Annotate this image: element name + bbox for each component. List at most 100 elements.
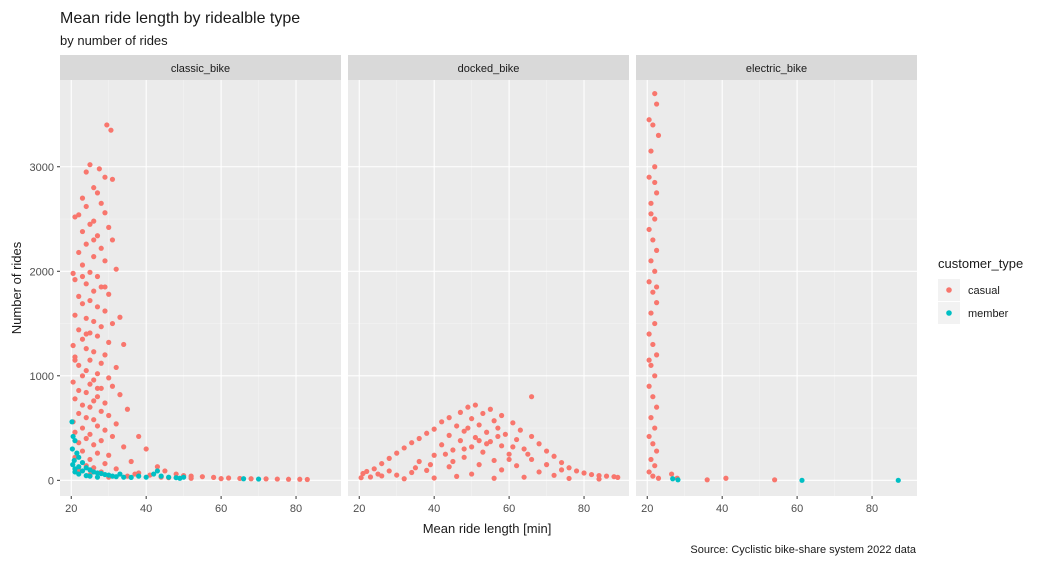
data-point-casual [439, 442, 445, 448]
data-point-casual [650, 237, 656, 243]
data-point-casual [386, 468, 392, 474]
data-point-casual [91, 254, 97, 260]
data-point-casual [218, 476, 224, 482]
data-point-casual [454, 473, 460, 479]
data-point-member [895, 477, 901, 483]
data-point-casual [465, 425, 471, 431]
data-point-casual [94, 190, 101, 196]
data-point-casual [109, 320, 116, 327]
data-point-casual [654, 190, 660, 196]
data-point-casual [226, 475, 232, 481]
data-point-casual [401, 476, 407, 482]
chart-subtitle: by number of rides [60, 33, 168, 48]
data-point-casual [72, 429, 78, 435]
data-point-casual [79, 228, 86, 235]
data-point-member [121, 474, 127, 480]
data-point-casual [581, 470, 587, 476]
x-tick-label: 20 [641, 503, 653, 515]
data-point-casual [91, 288, 97, 294]
data-point-casual [367, 474, 374, 480]
data-point-casual [72, 357, 78, 363]
data-point-casual [495, 433, 501, 440]
y-axis-label: Number of rides [9, 241, 24, 334]
data-point-member [143, 474, 149, 480]
facet-strip [636, 55, 917, 80]
data-point-casual [106, 339, 112, 345]
data-point-casual [285, 476, 292, 482]
data-point-casual [514, 436, 520, 443]
data-point-casual [237, 475, 243, 482]
data-point-casual [83, 203, 89, 210]
data-point-casual [143, 446, 149, 452]
data-point-casual [91, 237, 97, 243]
data-point-casual [79, 336, 86, 342]
data-point-casual [72, 396, 78, 402]
data-point-casual [91, 185, 97, 191]
data-point-member [79, 459, 86, 466]
data-point-casual [113, 466, 119, 472]
data-point-casual [87, 221, 93, 227]
data-point-casual [573, 468, 580, 474]
data-point-member [166, 474, 172, 480]
data-point-casual [476, 438, 482, 444]
data-point-casual [652, 179, 658, 186]
data-point-casual [648, 310, 654, 316]
data-point-casual [83, 169, 89, 175]
data-point-member [799, 477, 805, 483]
data-point-casual [427, 462, 434, 468]
data-point-casual [558, 459, 565, 466]
data-point-casual [79, 373, 86, 379]
data-point-casual [102, 427, 108, 433]
data-point-member [240, 476, 247, 482]
data-point-casual [96, 166, 102, 172]
data-point-casual [98, 284, 104, 290]
data-point-casual [83, 241, 89, 247]
data-point-casual [461, 428, 467, 434]
y-tick-label: 0 [48, 475, 54, 487]
data-point-casual [650, 122, 656, 128]
data-point-casual [654, 247, 660, 253]
data-point-casual [450, 458, 456, 465]
data-point-casual [499, 443, 505, 449]
data-point-casual [646, 279, 652, 285]
data-point-casual [386, 455, 392, 461]
data-point-casual [446, 432, 452, 438]
data-point-casual [297, 476, 303, 482]
panel-background [348, 80, 629, 496]
data-point-casual [431, 475, 437, 481]
data-point-member [69, 419, 75, 425]
data-point-casual [772, 477, 778, 483]
data-point-casual [72, 214, 78, 220]
legend-marker-member [946, 310, 952, 316]
legend-marker-casual [946, 287, 952, 293]
data-point-casual [480, 449, 486, 455]
data-point-casual [648, 211, 654, 217]
data-point-casual [87, 297, 93, 304]
data-point-casual [98, 408, 104, 414]
data-point-casual [375, 471, 381, 477]
series-member [69, 419, 262, 482]
data-point-casual [173, 471, 179, 477]
x-tick-label: 60 [215, 503, 227, 515]
data-point-member [670, 476, 676, 482]
data-point-member [255, 476, 262, 482]
data-point-casual [117, 392, 123, 398]
data-point-casual [543, 448, 550, 454]
data-point-casual [654, 404, 660, 410]
data-point-casual [525, 451, 531, 457]
data-point-casual [650, 341, 656, 348]
data-point-member [87, 473, 93, 479]
data-point-casual [94, 385, 101, 391]
data-point-casual [442, 451, 449, 457]
data-point-casual [94, 450, 101, 456]
facet-strip [348, 55, 629, 80]
data-point-casual [457, 409, 463, 415]
data-point-member [151, 471, 157, 477]
data-point-casual [394, 450, 400, 456]
data-point-casual [596, 476, 602, 482]
data-point-casual [70, 379, 76, 385]
data-point-casual [646, 226, 652, 233]
legend-label-member: member [968, 308, 1009, 320]
data-point-casual [94, 423, 101, 429]
data-point-casual [91, 398, 97, 404]
